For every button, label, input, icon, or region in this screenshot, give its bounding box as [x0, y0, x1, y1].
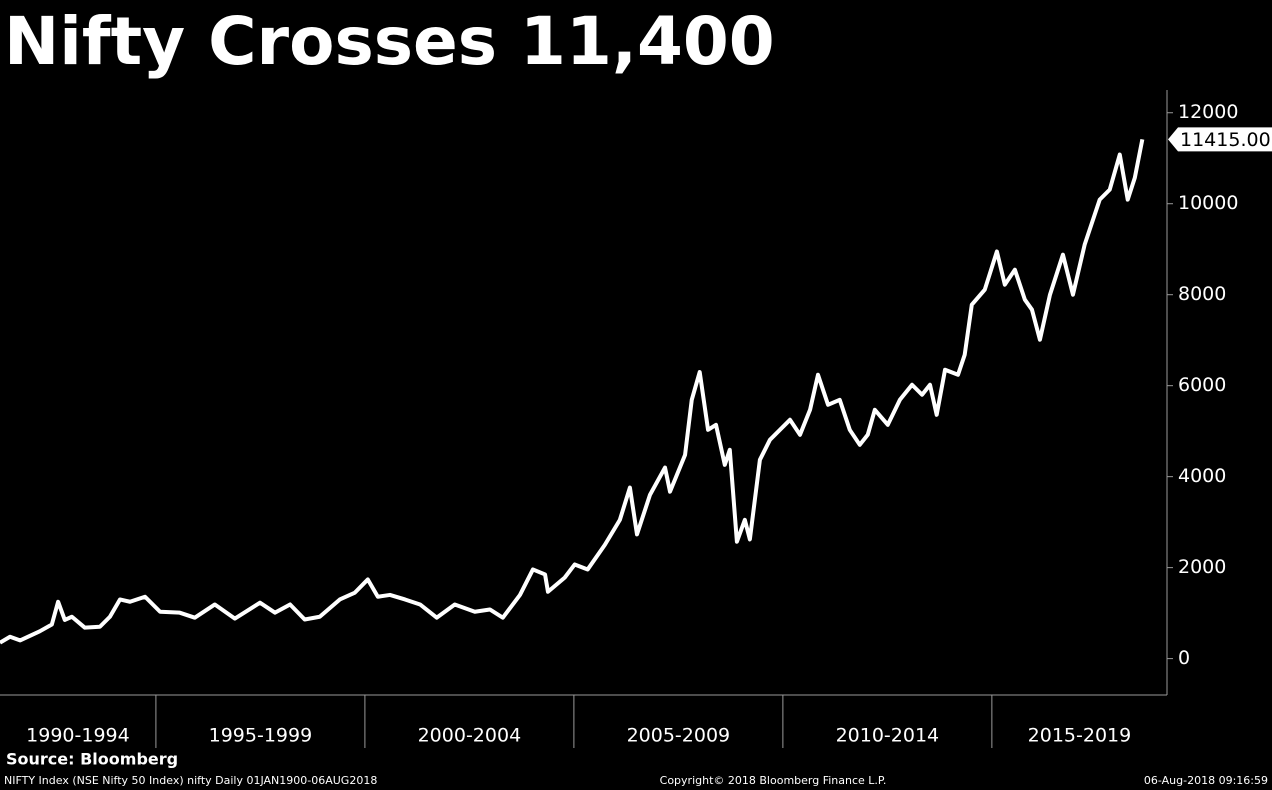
x-period-label: 1995-1999	[209, 725, 313, 747]
y-tick-label: 0	[1178, 647, 1190, 669]
y-tick-label: 12000	[1178, 101, 1238, 123]
y-tick-label: 10000	[1178, 192, 1238, 214]
y-tick-label: 8000	[1178, 283, 1226, 305]
footer-left: NIFTY Index (NSE Nifty 50 Index) nifty D…	[4, 774, 377, 787]
y-tick-label: 4000	[1178, 465, 1226, 487]
x-period-label: 2010-2014	[836, 725, 940, 747]
x-period-label: 2005-2009	[627, 725, 731, 747]
source: Source: Bloomberg	[6, 750, 178, 769]
x-period-label: 2000-2004	[418, 725, 522, 747]
x-period-label: 2015-2019	[1028, 725, 1132, 747]
footer-right: 06-Aug-2018 09:16:59	[1144, 774, 1268, 787]
y-tick-label: 6000	[1178, 374, 1226, 396]
last-value-label: 11415.00	[1180, 129, 1271, 151]
last-value-callout	[1168, 127, 1272, 152]
y-tick-label: 2000	[1178, 556, 1226, 578]
footer-center: Copyright© 2018 Bloomberg Finance L.P.	[660, 774, 887, 787]
chart-title: Nifty Crosses 11,400	[4, 3, 775, 80]
x-period-label: 1990-1994	[26, 725, 130, 747]
price-line	[0, 138, 1145, 645]
